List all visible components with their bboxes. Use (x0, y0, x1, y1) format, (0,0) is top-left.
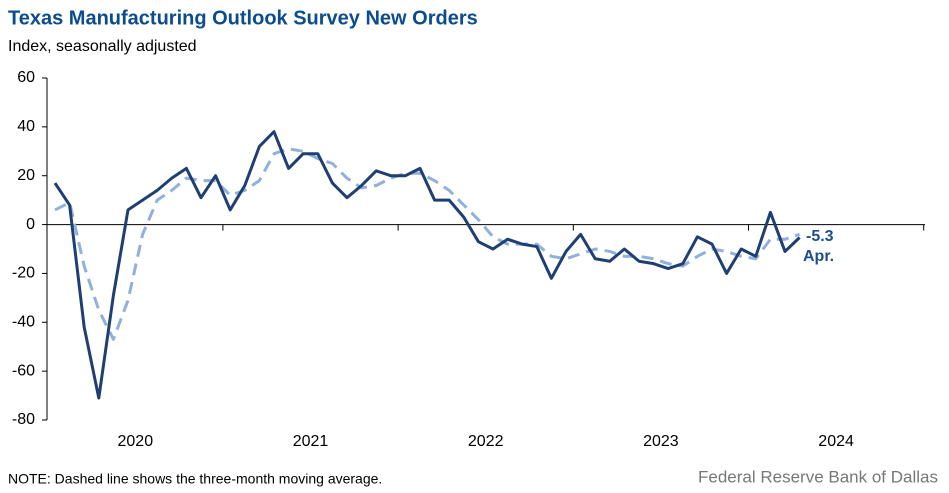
x-tick-label: 2022 (468, 433, 504, 450)
y-tick-label: -40 (12, 314, 35, 331)
y-tick-label: -80 (12, 411, 35, 428)
chart-title: Texas Manufacturing Outlook Survey New O… (8, 7, 478, 29)
annotation: Apr. (803, 248, 834, 265)
y-tick-label: 0 (26, 216, 35, 233)
x-tick-label: 2024 (818, 433, 854, 450)
x-tick-label: 2021 (293, 433, 329, 450)
y-tick-label: -60 (12, 362, 35, 379)
y-tick-label: 40 (17, 118, 35, 135)
x-tick-label: 2023 (643, 433, 679, 450)
y-tick-label: 20 (17, 167, 35, 184)
y-tick-label: -20 (12, 265, 35, 282)
x-tick-label: 2020 (118, 433, 154, 450)
series-line (54, 147, 801, 341)
annotation: -5.3 (806, 228, 834, 245)
series-line (53, 130, 801, 400)
source: Federal Reserve Bank of Dallas (698, 467, 938, 486)
chart-subtitle: Index, seasonally adjusted (8, 38, 197, 55)
note: NOTE: Dashed line shows the three-month … (8, 471, 382, 487)
y-tick-label: 60 (17, 69, 35, 86)
